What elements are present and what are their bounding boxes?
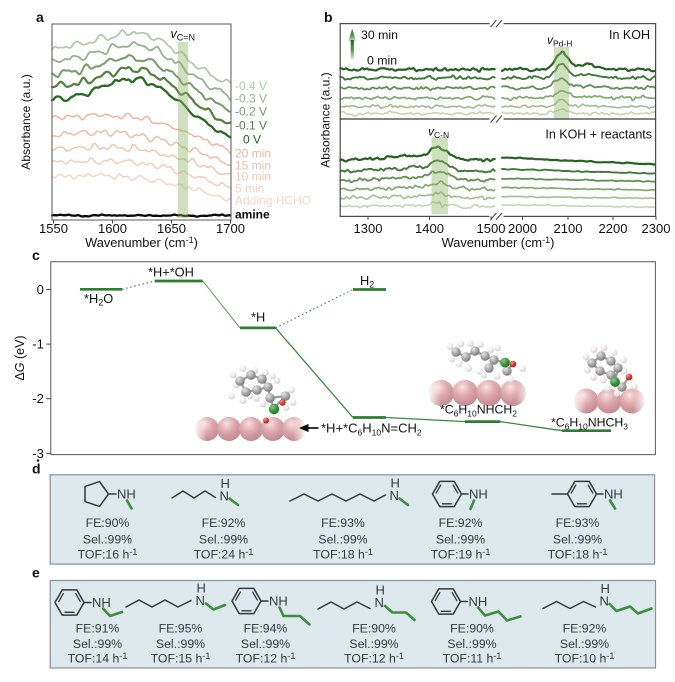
svg-text:H: H — [391, 476, 400, 491]
svg-text:1700: 1700 — [216, 221, 245, 236]
svg-text:*H: *H — [251, 310, 265, 325]
svg-text:N: N — [375, 595, 384, 610]
svg-text:1500: 1500 — [477, 221, 506, 236]
svg-text:vPd-H: vPd-H — [547, 33, 572, 49]
svg-text:TOF:24 h-1: TOF:24 h-1 — [194, 547, 254, 562]
svg-text:Sel.:99%: Sel.:99% — [318, 533, 367, 547]
svg-text:0 V: 0 V — [243, 133, 261, 147]
svg-text:FE:90%: FE:90% — [450, 622, 494, 636]
svg-text:N: N — [390, 488, 399, 503]
svg-text:-3: -3 — [32, 446, 44, 461]
svg-text:d: d — [32, 461, 41, 477]
svg-text:-0.2 V: -0.2 V — [235, 105, 267, 119]
svg-text:H: H — [221, 476, 230, 491]
svg-text:FE:92%: FE:92% — [439, 516, 483, 530]
svg-text:20 min: 20 min — [235, 147, 271, 161]
svg-text:ΔG (eV): ΔG (eV) — [13, 335, 27, 380]
svg-text:-0.4 V: -0.4 V — [235, 79, 267, 93]
svg-text:FE:93%: FE:93% — [321, 516, 365, 530]
svg-text:*C6H10NHCH2: *C6H10NHCH2 — [440, 403, 517, 419]
svg-text:2300: 2300 — [642, 221, 671, 236]
svg-text:TOF:18 h-1: TOF:18 h-1 — [548, 547, 608, 562]
svg-text:TOF:16 h-1: TOF:16 h-1 — [78, 547, 138, 562]
svg-text:Absorbance (a.u.): Absorbance (a.u.) — [319, 72, 333, 167]
svg-text:vC-N: vC-N — [428, 125, 449, 141]
svg-text:1650: 1650 — [157, 221, 186, 236]
svg-text:TOF:12 h-1: TOF:12 h-1 — [344, 651, 404, 666]
svg-text:0 min: 0 min — [367, 54, 397, 68]
svg-text:FE:92%: FE:92% — [202, 516, 246, 530]
svg-text:Sel.:99%: Sel.:99% — [73, 637, 122, 651]
svg-text:1400: 1400 — [415, 221, 444, 236]
svg-text:5 min: 5 min — [235, 182, 264, 196]
svg-text:1600: 1600 — [98, 221, 127, 236]
svg-text:1550: 1550 — [39, 221, 68, 236]
svg-text:NH: NH — [269, 594, 288, 609]
svg-text:e: e — [32, 565, 40, 581]
svg-text:*C6H10NHCH3: *C6H10NHCH3 — [551, 416, 628, 432]
svg-text:FE:93%: FE:93% — [556, 516, 600, 530]
svg-text:Sel.:99%: Sel.:99% — [199, 533, 248, 547]
svg-text:c: c — [32, 247, 40, 263]
svg-text:-0.3 V: -0.3 V — [235, 92, 267, 106]
svg-text:vC=N: vC=N — [171, 27, 196, 43]
svg-text:In KOH: In KOH — [609, 28, 650, 42]
svg-text:Sel.:99%: Sel.:99% — [83, 533, 132, 547]
svg-text:Sel.:99%: Sel.:99% — [156, 637, 205, 651]
svg-text:Adding HCHO: Adding HCHO — [235, 194, 311, 208]
svg-text:TOF:11 h-1: TOF:11 h-1 — [443, 651, 502, 666]
svg-text:-2: -2 — [32, 391, 44, 406]
svg-text:FE:94%: FE:94% — [244, 622, 288, 636]
svg-text:TOF:18 h-1: TOF:18 h-1 — [313, 547, 373, 562]
svg-text:Absorbance (a.u.): Absorbance (a.u.) — [19, 74, 33, 169]
svg-text:TOF:19 h-1: TOF:19 h-1 — [431, 547, 491, 562]
svg-text:Wavenumber (cm-1): Wavenumber (cm-1) — [85, 235, 198, 250]
svg-text:TOF:15 h-1: TOF:15 h-1 — [151, 651, 211, 666]
svg-text:NH: NH — [117, 487, 136, 502]
svg-text:Sel.:99%: Sel.:99% — [349, 637, 398, 651]
svg-text:TOF:12 h-1: TOF:12 h-1 — [236, 651, 296, 666]
svg-text:Sel.:99%: Sel.:99% — [560, 637, 609, 651]
svg-text:FE:92%: FE:92% — [563, 622, 607, 636]
svg-text:-0.1 V: -0.1 V — [235, 119, 267, 133]
svg-text:H: H — [197, 581, 206, 596]
svg-text:*H2O: *H2O — [84, 291, 113, 308]
svg-text:FE:90%: FE:90% — [86, 516, 130, 530]
svg-text:FE:91%: FE:91% — [76, 622, 120, 636]
svg-text:*H+*C6H10N=CH2: *H+*C6H10N=CH2 — [321, 421, 422, 438]
svg-text:N: N — [600, 594, 609, 609]
svg-text:Sel.:99%: Sel.:99% — [241, 637, 290, 651]
svg-text:15 min: 15 min — [235, 159, 271, 173]
svg-text:In KOH + reactants: In KOH + reactants — [545, 128, 652, 142]
svg-text:H: H — [376, 583, 385, 598]
svg-text:NH: NH — [469, 487, 488, 502]
svg-text:2100: 2100 — [554, 221, 583, 236]
svg-text:Sel.:99%: Sel.:99% — [436, 533, 485, 547]
svg-text:30 min: 30 min — [361, 28, 398, 42]
svg-text:H: H — [601, 581, 610, 596]
svg-text:2000: 2000 — [508, 221, 537, 236]
svg-text:TOF:14 h-1: TOF:14 h-1 — [68, 651, 128, 666]
svg-text:NH: NH — [92, 595, 111, 610]
svg-text:*H+*OH: *H+*OH — [148, 265, 194, 280]
svg-text:N: N — [220, 489, 229, 504]
svg-text:b: b — [324, 9, 333, 25]
svg-text:NH: NH — [604, 487, 623, 502]
svg-text:Wavenumber (cm-1): Wavenumber (cm-1) — [442, 235, 555, 250]
svg-text:Sel.:99%: Sel.:99% — [447, 637, 496, 651]
svg-text:FE:90%: FE:90% — [352, 622, 396, 636]
svg-text:FE:95%: FE:95% — [159, 622, 203, 636]
svg-text:1300: 1300 — [354, 221, 383, 236]
svg-text:a: a — [36, 9, 44, 25]
svg-text:Sel.:99%: Sel.:99% — [553, 533, 602, 547]
svg-text:TOF:10 h-1: TOF:10 h-1 — [555, 651, 615, 666]
svg-text:10 min: 10 min — [235, 170, 271, 184]
svg-text:N: N — [196, 593, 205, 608]
svg-text:NH: NH — [469, 594, 488, 609]
svg-text:2200: 2200 — [599, 221, 628, 236]
svg-text:-1: -1 — [32, 337, 44, 352]
svg-text:amine: amine — [235, 208, 270, 222]
svg-text:0: 0 — [37, 282, 44, 297]
